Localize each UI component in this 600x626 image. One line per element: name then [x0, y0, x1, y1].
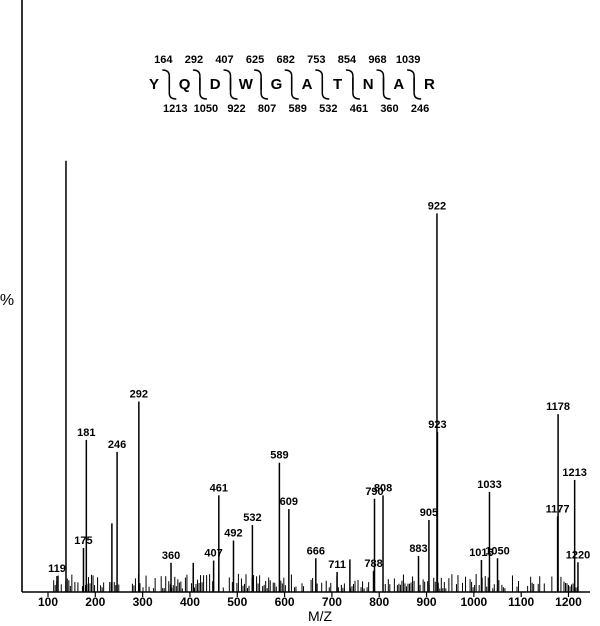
x-ticks: 100 200 300 400 500 600 700 800 900 1000 1100 1200	[38, 592, 582, 609]
b-ion-label: 625	[246, 54, 264, 66]
peak-label: 181	[77, 427, 95, 439]
y-ion-bracket	[229, 78, 238, 100]
x-tick-label: 600	[275, 595, 295, 609]
b-ion-bracket	[192, 69, 201, 90]
peak-label: 175	[74, 535, 92, 547]
peak-label: 407	[204, 548, 222, 560]
y-ion-label: 589	[289, 103, 307, 115]
x-tick-label: 200	[85, 595, 105, 609]
x-tick-label: 800	[369, 595, 389, 609]
peak-label: 1050	[485, 545, 509, 557]
peak-label: 360	[162, 550, 180, 562]
peak-label: 532	[243, 512, 261, 524]
peak-label: 1178	[546, 401, 570, 413]
x-tick-label: 300	[133, 595, 153, 609]
peak-label: 589	[270, 450, 288, 462]
b-ion-bracket	[407, 69, 415, 90]
peak-label: 609	[280, 496, 298, 508]
peak-label: 246	[108, 439, 126, 451]
y-ion-label: 1050	[194, 103, 218, 115]
peak-label: 790	[365, 486, 383, 498]
peak-label: 905	[420, 507, 438, 519]
x-tick-label: 700	[322, 595, 342, 609]
y-ion-label: 922	[227, 103, 245, 115]
residue: Q	[179, 76, 191, 93]
y-ion-bracket	[321, 78, 330, 100]
peak-label: 1033	[477, 479, 501, 491]
peak-label: 119	[48, 563, 66, 575]
x-tick-label: 1000	[461, 595, 488, 609]
b-ion-label: 968	[368, 54, 386, 66]
y-ion-bracket	[413, 78, 422, 100]
peak-label: 666	[307, 545, 325, 557]
peak-label: 923	[428, 419, 446, 431]
residue: R	[424, 76, 435, 93]
b-ion-label: 854	[338, 54, 357, 66]
b-ion-label: 1039	[396, 54, 420, 66]
residue: A	[393, 76, 404, 93]
peak-label: 461	[210, 482, 228, 494]
y-ion-label: 461	[350, 103, 368, 115]
residue: W	[239, 76, 254, 93]
residue: A	[302, 76, 313, 93]
y-ion-bracket	[199, 78, 207, 100]
residue: N	[363, 76, 374, 93]
x-tick-label: 400	[180, 595, 200, 609]
peptide-sequence: Y Q D W G A T N A R 164 1213 292 1050 407 922 625 807 682 5…	[149, 54, 435, 115]
b-ion-label: 164	[154, 54, 173, 66]
y-ion-label: 807	[258, 103, 276, 115]
b-ion-bracket	[162, 69, 171, 90]
residue: D	[210, 76, 221, 93]
peak-label: 492	[224, 528, 242, 540]
b-ion-bracket	[315, 69, 324, 90]
x-tick-label: 1100	[508, 595, 534, 609]
b-ion-bracket	[254, 69, 262, 90]
peak-label: 1213	[562, 467, 586, 479]
residue: T	[333, 76, 342, 93]
y-ion-bracket	[260, 78, 269, 100]
b-ion-bracket	[376, 69, 385, 90]
b-ion-bracket	[345, 69, 354, 90]
peak-label: 808	[374, 482, 392, 494]
x-axis-title: M/Z	[308, 608, 333, 624]
b-ion-label: 407	[215, 54, 233, 66]
y-ion-label: 246	[411, 103, 429, 115]
x-tick-label: 500	[227, 595, 247, 609]
b-ion-label: 682	[277, 54, 295, 66]
peak-label: 292	[130, 389, 148, 401]
y-ion-bracket	[352, 78, 360, 100]
peak-label: 1016	[469, 547, 493, 559]
peak-label: 711	[328, 559, 346, 571]
residue: G	[271, 76, 283, 93]
x-tick-label: 1200	[555, 595, 582, 609]
peak-label: 1220	[566, 549, 590, 561]
y-ion-bracket	[168, 78, 177, 100]
y-ion-bracket	[382, 78, 391, 100]
axes	[21, 0, 590, 593]
x-tick-label: 900	[417, 595, 437, 609]
y-ion-label: 1213	[163, 103, 187, 115]
y-ion-label: 532	[319, 103, 337, 115]
x-tick-label: 100	[38, 595, 58, 609]
y-ion-bracket	[290, 78, 299, 100]
peak-label: 883	[409, 543, 427, 555]
b-ion-bracket	[223, 69, 232, 90]
residue: Y	[149, 76, 159, 93]
peak-label: 788	[364, 558, 382, 570]
b-ion-label: 292	[185, 54, 203, 66]
b-ion-label: 753	[307, 54, 325, 66]
b-ion-bracket	[284, 69, 293, 90]
y-axis-title: %	[0, 292, 14, 309]
peak-label: 922	[428, 200, 446, 212]
y-ion-label: 360	[380, 103, 398, 115]
